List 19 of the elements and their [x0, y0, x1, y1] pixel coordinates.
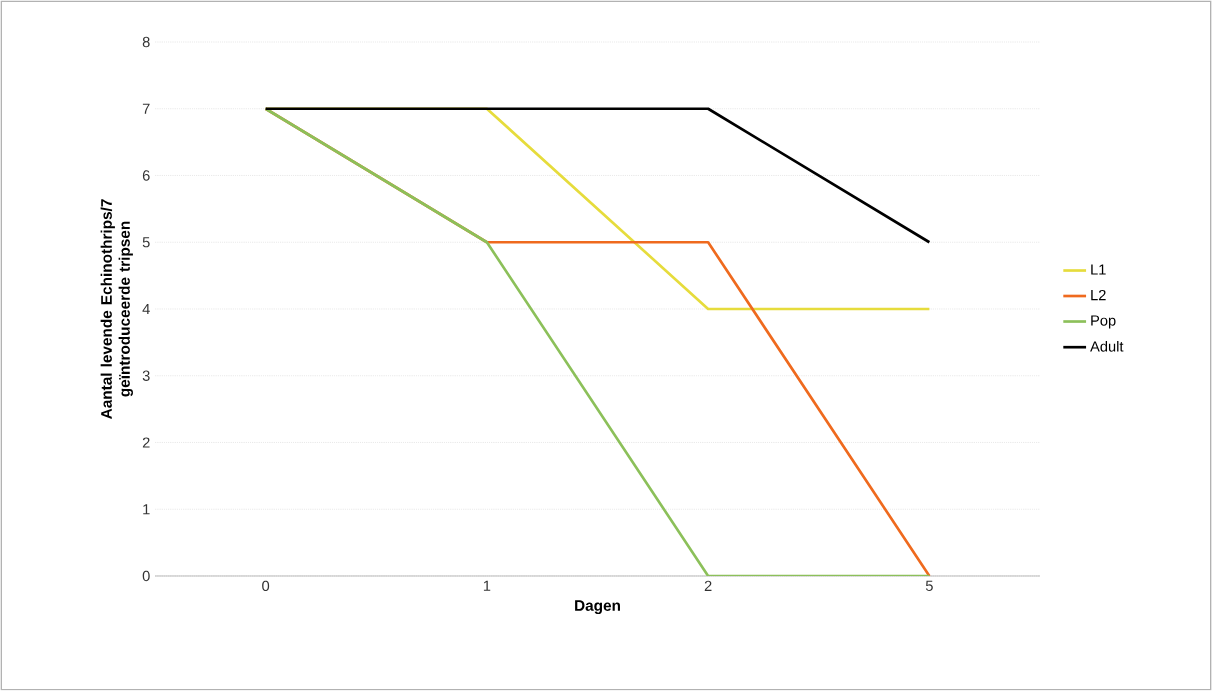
y-tick-label: 6 [142, 170, 150, 181]
y-tick-label: 5 [142, 237, 150, 248]
y-tick-label: 7 [142, 103, 150, 114]
legend-label: Adult [1090, 340, 1124, 352]
y-tick-label: 8 [142, 36, 150, 48]
y-tick-label: 4 [142, 303, 150, 315]
x-tick-label: 2 [704, 580, 712, 591]
x-tick-label: 5 [925, 580, 933, 591]
y-tick-label: 0 [142, 570, 150, 582]
legend-label: Pop [1091, 315, 1116, 329]
x-tick-label: 0 [262, 580, 270, 592]
legend-label: L2 [1091, 289, 1106, 301]
x-axis-title: Dagen [575, 600, 620, 615]
y-axis-title: Aantal levende Echinothrips/7 geïntroduceerde tripsen [100, 199, 133, 419]
y-tick-label: 3 [142, 370, 150, 381]
legend-label: L1 [1091, 264, 1106, 275]
y-tick-label: 2 [142, 437, 150, 448]
y-tick-label: 1 [143, 504, 150, 515]
x-tick-label: 1 [483, 580, 491, 591]
